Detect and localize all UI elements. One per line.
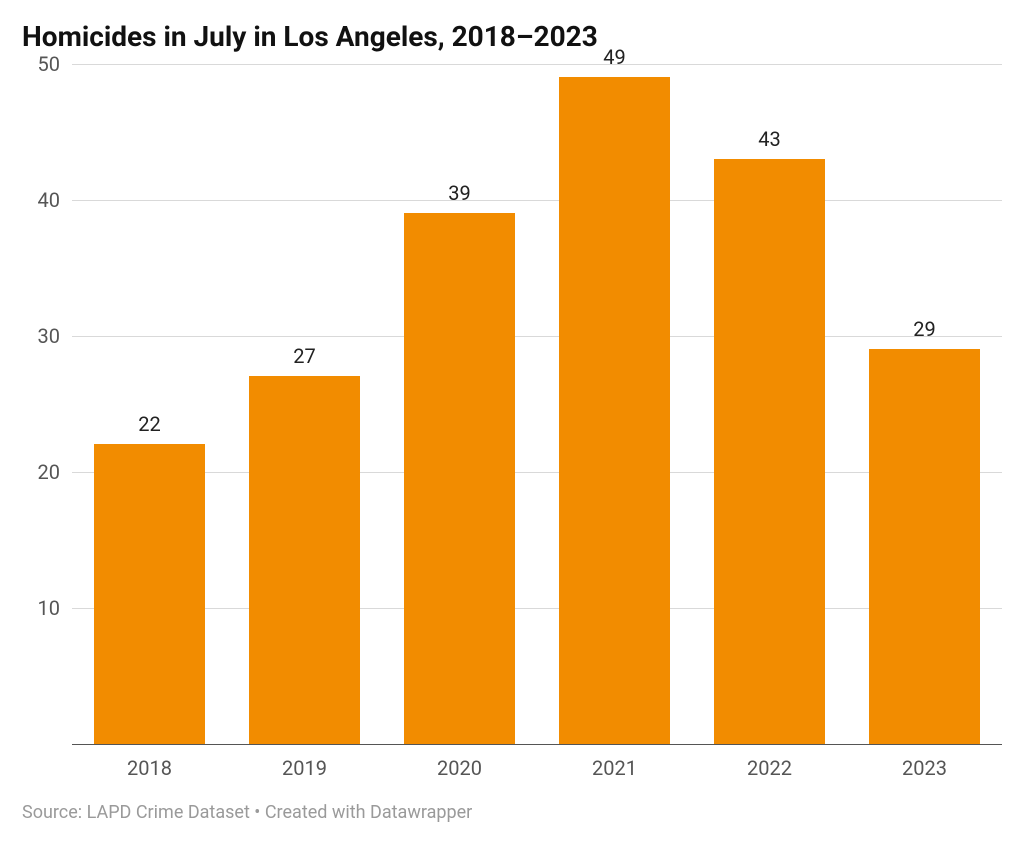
bar xyxy=(869,349,981,743)
gridline xyxy=(72,472,1002,473)
bar xyxy=(559,77,671,743)
bar-value-label: 39 xyxy=(448,183,470,203)
bar-value-label: 27 xyxy=(293,346,315,366)
plot-area: 222739494329 xyxy=(72,64,1002,744)
bar xyxy=(249,376,361,743)
x-tick-label: 2022 xyxy=(747,758,792,778)
x-tick-label: 2023 xyxy=(902,758,947,778)
chart-title: Homicides in July in Los Angeles, 2018–2… xyxy=(22,20,1002,54)
baseline xyxy=(72,744,1002,745)
bar xyxy=(714,159,826,744)
gridline xyxy=(72,608,1002,609)
y-tick-label: 10 xyxy=(22,598,60,618)
y-tick-label: 50 xyxy=(22,54,60,74)
bar-value-label: 29 xyxy=(913,319,935,339)
bar xyxy=(94,444,206,743)
bar-value-label: 43 xyxy=(758,129,780,149)
y-tick-label: 20 xyxy=(22,462,60,482)
bar xyxy=(404,213,516,743)
chart-plot-wrap: 2227394943291020304050201820192020202120… xyxy=(22,64,1002,776)
y-tick-label: 40 xyxy=(22,190,60,210)
chart-source: Source: LAPD Crime Dataset • Created wit… xyxy=(22,802,472,823)
y-tick-label: 30 xyxy=(22,326,60,346)
x-tick-label: 2019 xyxy=(282,758,327,778)
gridline xyxy=(72,336,1002,337)
chart-container: Homicides in July in Los Angeles, 2018–2… xyxy=(0,0,1024,841)
gridline xyxy=(72,64,1002,65)
x-tick-label: 2020 xyxy=(437,758,482,778)
bar-value-label: 49 xyxy=(603,47,625,67)
x-tick-label: 2021 xyxy=(592,758,637,778)
bar-value-label: 22 xyxy=(138,414,160,434)
x-tick-label: 2018 xyxy=(127,758,172,778)
gridline xyxy=(72,200,1002,201)
